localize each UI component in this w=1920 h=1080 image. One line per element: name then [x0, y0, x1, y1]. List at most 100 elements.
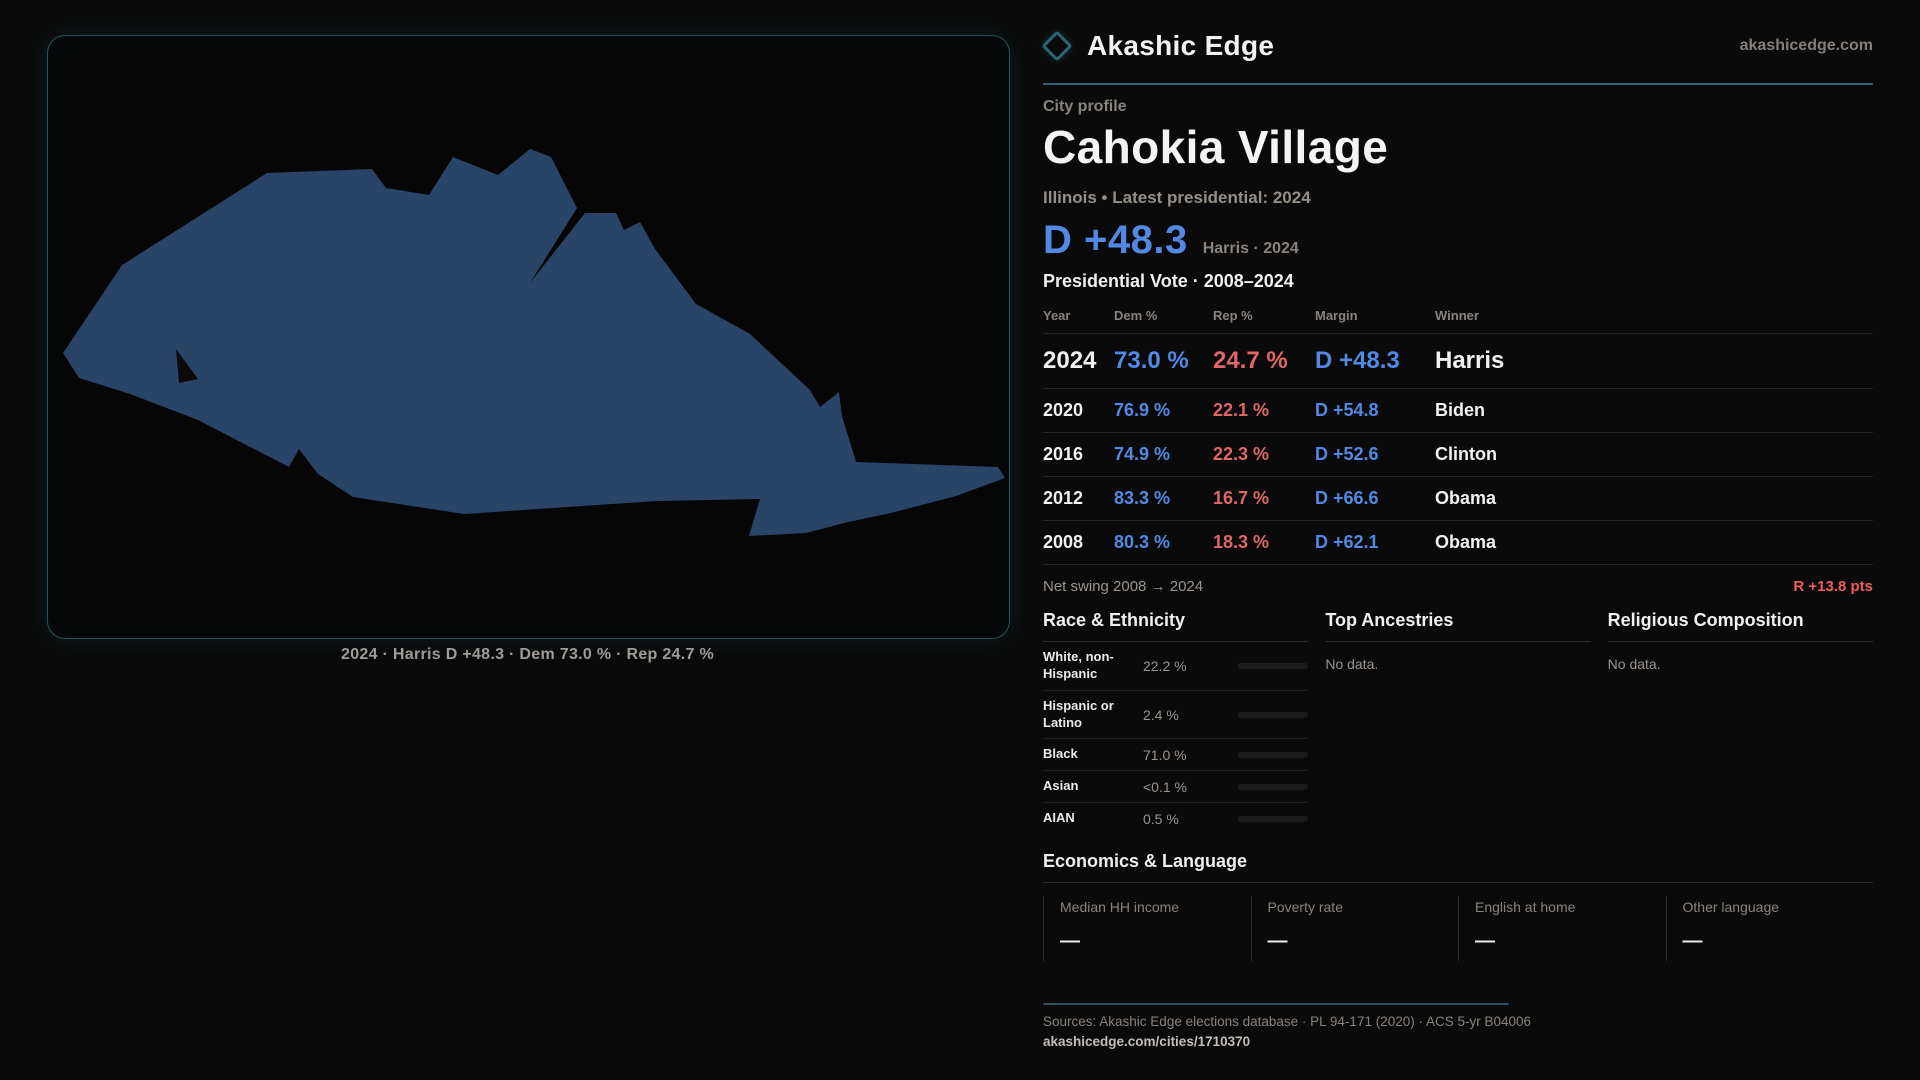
rep-cell: 16.7 % [1213, 476, 1315, 521]
rep-cell: 18.3 % [1213, 520, 1315, 565]
rep-cell: 22.1 % [1213, 388, 1315, 433]
year-cell: 2024 [1043, 333, 1114, 389]
race-ethnicity-section: Race & Ethnicity White, non-Hispanic 22.… [1043, 610, 1309, 834]
race-row: Black 71.0 % [1043, 739, 1309, 772]
margin-cell: D +54.8 [1315, 388, 1435, 433]
dem-cell: 74.9 % [1114, 432, 1213, 477]
margin-cell: D +66.6 [1315, 476, 1435, 521]
race-bar [1238, 783, 1309, 790]
race-row: Asian <0.1 % [1043, 771, 1309, 804]
diamond-logo-icon [1041, 30, 1073, 62]
stat-label: Poverty rate [1267, 899, 1343, 916]
page-footer: Sources: Akashic Edge elections database… [1043, 1003, 1873, 1051]
sources-text: Sources: Akashic Edge elections database… [1043, 1014, 1532, 1030]
elections-table: Year Dem % Rep % Margin Winner 2024 73.0… [1043, 301, 1873, 565]
city-map [63, 149, 1005, 536]
year-cell: 2020 [1043, 388, 1114, 433]
brand-name: Akashic Edge [1087, 30, 1275, 61]
stat-label: Median HH income [1060, 899, 1180, 916]
net-swing-row: Net swing 2008 → 2024 R +13.8 pts [1043, 578, 1873, 595]
race-label: Asian [1043, 778, 1079, 794]
col-year: Year [1043, 301, 1114, 334]
col-margin: Margin [1315, 301, 1435, 334]
margin-value: D +48.3 [1043, 217, 1188, 262]
race-value: <0.1 % [1143, 778, 1187, 795]
rep-cell: 22.3 % [1213, 432, 1315, 477]
margin-context: Harris · 2024 [1202, 239, 1299, 257]
stat-english-at-home: English at home — [1458, 896, 1666, 962]
ancestries-empty-state: No data. [1325, 655, 1379, 672]
permalink-link[interactable]: akashicedge.com/cities/1710370 [1043, 1034, 1251, 1050]
city-profile-panel: Akashic Edge akashicedge.com City profil… [1041, 0, 1874, 1051]
latest-margin-headline: D +48.3 Harris · 2024 [1043, 218, 1873, 263]
col-rep: Rep % [1213, 301, 1315, 334]
stat-label: Other language [1682, 899, 1780, 916]
race-bar [1238, 815, 1309, 822]
race-row: White, non-Hispanic 22.2 % [1043, 642, 1309, 691]
net-swing-value: R +13.8 pts [1793, 577, 1873, 595]
net-swing-label: Net swing 2008 → 2024 [1043, 577, 1204, 595]
margin-cell: D +52.6 [1315, 432, 1435, 477]
economics-section-title: Economics & Language [1043, 851, 1873, 884]
winner-cell: Obama [1435, 476, 1873, 521]
stat-value: — [1267, 930, 1288, 953]
year-cell: 2012 [1043, 476, 1114, 521]
race-value: 2.4 % [1143, 706, 1179, 723]
stat-poverty-rate: Poverty rate — [1250, 896, 1459, 962]
stat-value: — [1475, 930, 1495, 953]
footer-divider [1043, 1003, 1509, 1006]
race-label: AIAN [1043, 810, 1075, 826]
stat-value: — [1060, 930, 1080, 953]
table-header-row: Year Dem % Rep % Margin Winner [1043, 301, 1873, 334]
table-row: 2012 83.3 % 16.7 % D +66.6 Obama [1043, 476, 1873, 521]
religion-section: Religious Composition No data. [1607, 610, 1873, 834]
col-dem: Dem % [1114, 301, 1213, 334]
top-ancestries-section: Top Ancestries No data. [1325, 610, 1591, 834]
dem-cell: 76.9 % [1114, 388, 1213, 433]
table-row: 2020 76.9 % 22.1 % D +54.8 Biden [1043, 388, 1873, 433]
religion-empty-state: No data. [1607, 655, 1661, 672]
col-winner: Winner [1435, 301, 1873, 334]
city-title: Cahokia Village [1043, 121, 1389, 173]
race-label: Black [1043, 746, 1078, 762]
dem-cell: 83.3 % [1114, 476, 1213, 521]
stat-median-hh-income: Median HH income — [1043, 896, 1251, 962]
race-value: 0.5 % [1143, 810, 1179, 827]
dem-cell: 73.0 % [1114, 333, 1213, 389]
map-caption: 2024 · Harris D +48.3 · Dem 73.0 % · Rep… [341, 646, 714, 663]
map-notch [176, 349, 198, 383]
race-bar [1238, 751, 1309, 758]
year-cell: 2016 [1043, 432, 1114, 477]
race-value: 22.2 % [1143, 657, 1187, 674]
winner-cell: Obama [1435, 520, 1873, 565]
margin-cell: D +48.3 [1315, 333, 1435, 389]
race-value: 71.0 % [1143, 746, 1187, 763]
city-subtitle: Illinois • Latest presidential: 2024 [1043, 187, 1311, 207]
religion-section-title: Religious Composition [1607, 610, 1873, 642]
race-label: White, non-Hispanic [1043, 648, 1114, 681]
elections-table-title: Presidential Vote · 2008–2024 [1043, 270, 1294, 291]
header-divider [1043, 83, 1873, 85]
margin-cell: D +62.1 [1315, 520, 1435, 565]
race-bar [1238, 711, 1309, 718]
site-url-link[interactable]: akashicedge.com [1739, 37, 1873, 54]
winner-cell: Biden [1435, 388, 1873, 433]
stat-value: — [1682, 930, 1703, 953]
winner-cell: Harris [1435, 333, 1873, 389]
economics-section: Economics & Language Median HH income — … [1043, 851, 1874, 962]
site-header: Akashic Edge akashicedge.com [1041, 30, 1873, 62]
stat-other-language: Other language — [1665, 896, 1874, 962]
race-row: AIAN 0.5 % [1043, 803, 1309, 834]
table-row: 2016 74.9 % 22.3 % D +52.6 Clinton [1043, 432, 1873, 477]
race-row: Hispanic or Latino 2.4 % [1043, 691, 1309, 740]
table-row: 2008 80.3 % 18.3 % D +62.1 Obama [1043, 520, 1873, 565]
dem-cell: 80.3 % [1114, 520, 1213, 565]
ancestries-section-title: Top Ancestries [1325, 610, 1591, 642]
winner-cell: Clinton [1435, 432, 1873, 477]
year-cell: 2008 [1043, 520, 1114, 565]
race-section-title: Race & Ethnicity [1043, 610, 1309, 642]
city-map-panel [47, 35, 1010, 639]
race-bar [1238, 662, 1309, 669]
page-kicker: City profile [1043, 98, 1127, 115]
race-label: Hispanic or Latino [1043, 697, 1114, 730]
